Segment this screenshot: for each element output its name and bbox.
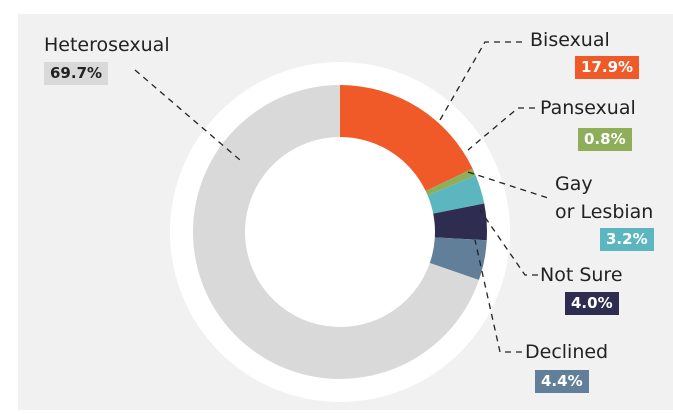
leader-line <box>467 107 535 151</box>
donut-slice <box>427 175 485 214</box>
donut-slice <box>429 237 487 281</box>
slice-label: Heterosexual <box>44 34 170 56</box>
slice-label: Pansexual <box>540 97 636 119</box>
slice-label: Gay or Lesbian <box>555 173 654 223</box>
leader-line <box>439 41 522 121</box>
leader-line <box>474 239 522 353</box>
value-label: 4.4% <box>535 370 589 393</box>
slice-label: Not Sure <box>540 264 623 286</box>
donut-slice <box>193 84 479 379</box>
donut-slice <box>340 85 473 192</box>
leader-line <box>134 69 241 161</box>
value-label: 69.7% <box>44 62 109 85</box>
value-label: 17.9% <box>575 56 640 79</box>
slice-label: Bisexual <box>530 29 610 51</box>
donut-slice <box>433 203 487 241</box>
slice-label: Declined <box>525 341 609 363</box>
donut-slice <box>425 168 476 196</box>
leader-line <box>479 209 538 276</box>
value-label: 4.0% <box>565 292 619 315</box>
value-label: 0.8% <box>578 128 632 151</box>
leader-line <box>467 171 549 199</box>
value-label: 3.2% <box>600 228 654 251</box>
